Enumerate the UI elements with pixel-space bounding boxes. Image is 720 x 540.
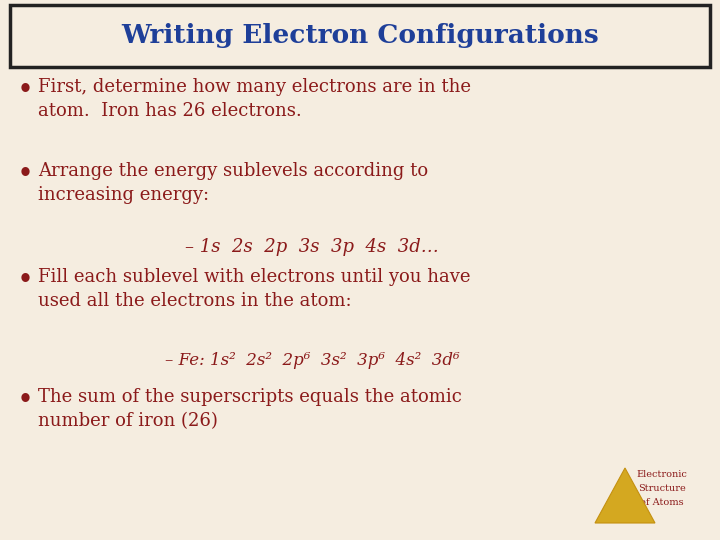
Text: •: • (18, 162, 33, 186)
Text: – 1s  2s  2p  3s  3p  4s  3d…: – 1s 2s 2p 3s 3p 4s 3d… (185, 238, 438, 256)
Text: •: • (18, 388, 33, 412)
Text: •: • (18, 78, 33, 102)
Text: – Fe: 1s²  2s²  2p⁶  3s²  3p⁶  4s²  3d⁶: – Fe: 1s² 2s² 2p⁶ 3s² 3p⁶ 4s² 3d⁶ (165, 352, 459, 369)
Text: Arrange the energy sublevels according to
increasing energy:: Arrange the energy sublevels according t… (38, 162, 428, 204)
Text: •: • (18, 268, 33, 292)
Text: of Atoms: of Atoms (640, 498, 684, 507)
Text: Fill each sublevel with electrons until you have
used all the electrons in the a: Fill each sublevel with electrons until … (38, 268, 470, 309)
Text: Writing Electron Configurations: Writing Electron Configurations (121, 24, 599, 49)
Text: The sum of the superscripts equals the atomic
number of iron (26): The sum of the superscripts equals the a… (38, 388, 462, 430)
Polygon shape (595, 468, 655, 523)
Text: Structure: Structure (638, 484, 686, 493)
Text: First, determine how many electrons are in the
atom.  Iron has 26 electrons.: First, determine how many electrons are … (38, 78, 471, 119)
Text: Electronic: Electronic (636, 470, 688, 479)
FancyBboxPatch shape (10, 5, 710, 67)
